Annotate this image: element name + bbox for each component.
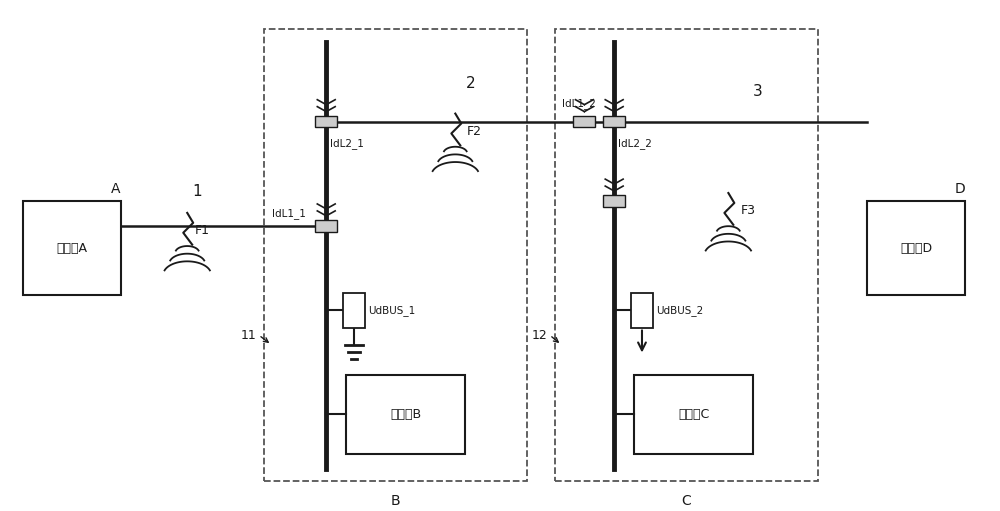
- Text: B: B: [390, 494, 400, 508]
- Bar: [343, 293, 365, 328]
- Text: F3: F3: [740, 204, 755, 217]
- Text: 2: 2: [465, 76, 475, 91]
- Bar: [631, 293, 653, 328]
- Bar: [634, 375, 753, 454]
- Bar: [315, 220, 337, 232]
- Text: IdL1_1: IdL1_1: [272, 208, 306, 219]
- Bar: [555, 29, 818, 481]
- Bar: [346, 375, 465, 454]
- Text: 11: 11: [241, 329, 257, 341]
- Text: UdBUS_2: UdBUS_2: [656, 305, 703, 316]
- Text: A: A: [111, 182, 120, 196]
- Text: 3: 3: [753, 84, 763, 99]
- Bar: [264, 29, 527, 481]
- Text: IdL1_2: IdL1_2: [562, 98, 596, 109]
- Text: 1: 1: [192, 183, 202, 199]
- Text: C: C: [681, 494, 691, 508]
- Text: 12: 12: [532, 329, 548, 341]
- Text: 逆变站B: 逆变站B: [390, 408, 421, 421]
- Bar: [23, 201, 121, 295]
- Text: 整流站A: 整流站A: [57, 242, 88, 254]
- Text: IdL2_2: IdL2_2: [618, 138, 652, 149]
- Text: F2: F2: [467, 125, 482, 138]
- Text: D: D: [954, 182, 965, 196]
- Text: F1: F1: [195, 224, 210, 237]
- Bar: [867, 201, 965, 295]
- Text: 逆变站D: 逆变站D: [900, 242, 932, 254]
- Bar: [315, 115, 337, 127]
- Text: UdBUS_1: UdBUS_1: [368, 305, 415, 316]
- Bar: [573, 115, 595, 127]
- Bar: [603, 195, 625, 207]
- Text: 逆变站C: 逆变站C: [678, 408, 709, 421]
- Bar: [603, 115, 625, 127]
- Text: IdL2_1: IdL2_1: [330, 138, 364, 149]
